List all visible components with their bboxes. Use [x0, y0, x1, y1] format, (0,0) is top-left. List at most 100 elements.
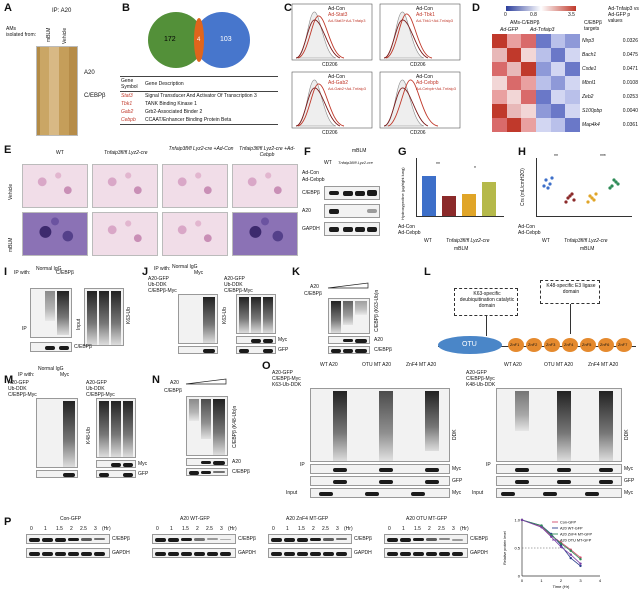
band-label: DDK	[452, 429, 458, 440]
legend-item: Ad-Con	[328, 6, 345, 12]
znf-label: ZnF1	[510, 342, 520, 347]
row-label: Ub-DDK	[224, 282, 243, 288]
legend-item: Ad-Cebpb+Ad-Tnfaip3	[416, 86, 456, 91]
time-course-blot: A20 WT-GFP 0 1 1.5 2 2.5 3 (Hr) C/EBPβ G…	[150, 516, 268, 566]
western-blot	[328, 298, 370, 334]
right-header: C/EBPβ targets	[584, 20, 602, 32]
time-point: 2.5	[80, 526, 87, 532]
western-blot	[384, 534, 468, 544]
data-point	[579, 562, 582, 565]
legend-item: Ad-Tbk1	[416, 12, 435, 18]
ip-label: IP: A20	[52, 8, 72, 14]
time-point: 2	[70, 526, 73, 532]
group-label: Tnfaip3fl/fl Lyz2-cre	[446, 238, 490, 244]
band-label: A20	[302, 208, 311, 214]
panel-p: P Con-GFP 0 1 1.5 2 2.5 3 (Hr) C/EBPβ GA…	[0, 514, 640, 595]
panel-label: B	[122, 2, 130, 14]
histology-image	[162, 164, 228, 208]
western-blot	[152, 548, 236, 558]
panel-f: F mBLM WT Tnfaip3fl/fl Lyz2-cre Ad-Con A…	[300, 142, 396, 262]
legend-item: A20 ZnF4 MT-GFP	[560, 533, 593, 537]
time-point: 1.5	[56, 526, 63, 532]
heatmap	[492, 34, 580, 132]
group-label: WT	[424, 238, 432, 244]
otu-domain	[438, 336, 502, 354]
time-point: 3	[94, 526, 97, 532]
group-label: Tnfaip3fl/fl Lyz2-cre	[564, 238, 608, 244]
row-label: Ad-Cebpb	[518, 230, 541, 236]
list-item: Csde1 0.0471	[582, 66, 638, 72]
legend-item: Con-GFP	[560, 521, 577, 525]
western-blot	[186, 458, 228, 466]
band-label: C/EBPβ	[374, 347, 392, 353]
row-label: C/EBPβ-Myc	[224, 288, 253, 294]
histogram-4	[379, 71, 461, 129]
blot-title: Con-GFP	[60, 516, 82, 522]
znf-label: ZnF2	[528, 342, 538, 347]
time-point: 0	[30, 526, 33, 532]
znf-domain	[562, 338, 578, 352]
y-tick-label: 0.5	[514, 546, 520, 551]
band-label: GAPDH	[112, 550, 130, 556]
row-label: C/EBPβ-Myc	[8, 392, 37, 398]
ip-label: IP	[486, 462, 491, 468]
side-label: K63-Ub	[222, 307, 228, 324]
ip-option: Myc	[194, 270, 204, 276]
histology-image	[92, 164, 158, 208]
group-label: WT A20	[504, 362, 522, 368]
western-blot	[30, 342, 72, 352]
bar	[462, 194, 476, 216]
row-label: Ad-Cebpb	[302, 177, 325, 183]
western-blot	[84, 288, 124, 346]
venn-left-count: 172	[164, 36, 176, 43]
table-header: Gene Symbol	[121, 78, 138, 90]
time-point: 0	[156, 526, 159, 532]
time-point: 3	[220, 526, 223, 532]
row-label: Ad-Cebpb	[398, 230, 421, 236]
data-point	[559, 545, 563, 549]
panel-c: C Ad-Con Ad-Stat3 Ad-Stat3+Ad-Tnfaip3 Ad…	[280, 0, 470, 140]
bar	[442, 196, 456, 216]
band-label: GAPDH	[238, 550, 256, 556]
x-tick-label: 1	[540, 578, 543, 583]
gene-description: Signal Transducer And Activator Of Trans…	[145, 93, 257, 99]
time-point: 2	[312, 526, 315, 532]
histology-image	[162, 212, 228, 256]
list-item: Zeb2 0.0253	[582, 94, 638, 100]
x-axis-label: CD206	[322, 130, 338, 136]
time-course-blot: Con-GFP 0 1 1.5 2 2.5 3 (Hr) C/EBPβ GAPD…	[24, 516, 142, 566]
time-point: 2	[196, 526, 199, 532]
znf-label: ZnF6	[600, 342, 610, 347]
degradation-line-chart: 0 1 2 3 4 0 0.5 1.0 Time (Hr) Relative protein le…	[503, 518, 602, 590]
bar	[422, 176, 436, 216]
western-blot	[328, 336, 370, 344]
group-label: WT A20	[320, 362, 338, 368]
gene-table: Gene Symbol Gene Description Stat3 Signa…	[120, 76, 278, 125]
histology-image	[22, 212, 88, 256]
ip-with-label: IP with:	[154, 266, 171, 272]
band-label: Myc	[624, 490, 634, 496]
time-point: 1.5	[298, 526, 305, 532]
venn-overlap-count: 4	[197, 37, 201, 43]
lane-label: mBLM	[46, 27, 52, 42]
row-label: C/EBPβ-Myc	[148, 288, 177, 294]
time-course-blot: A20 ZnF4 MT-GFP 0 1 1.5 2 2.5 3 (Hr) C/E…	[266, 516, 384, 566]
legend-item: Ad-Cebpb	[416, 80, 439, 86]
panel-label: G	[398, 146, 407, 158]
group-label: OTU MT A20	[362, 362, 392, 368]
panel-a: A IP: A20 AMs isolated from: mBLM Vehicl…	[0, 0, 120, 140]
western-blot	[496, 488, 622, 498]
band-label: GAPDH	[470, 550, 488, 556]
panel-label: H	[518, 146, 526, 158]
scale-mid: 0.8	[530, 12, 537, 18]
znf-domain	[580, 338, 596, 352]
gene-description: TANK Binding Kinase 1	[145, 101, 197, 107]
panel-label: N	[152, 374, 160, 386]
western-blot	[96, 398, 136, 458]
time-course-blot: A20 OTU MT-GFP 0 1 1.5 2 2.5 3 (Hr) C/EB…	[382, 516, 500, 566]
scale-min: 0	[504, 12, 507, 18]
color-scale	[506, 6, 576, 11]
time-point: 1.5	[414, 526, 421, 532]
band-label: A20	[374, 337, 383, 343]
data-point	[579, 558, 582, 561]
